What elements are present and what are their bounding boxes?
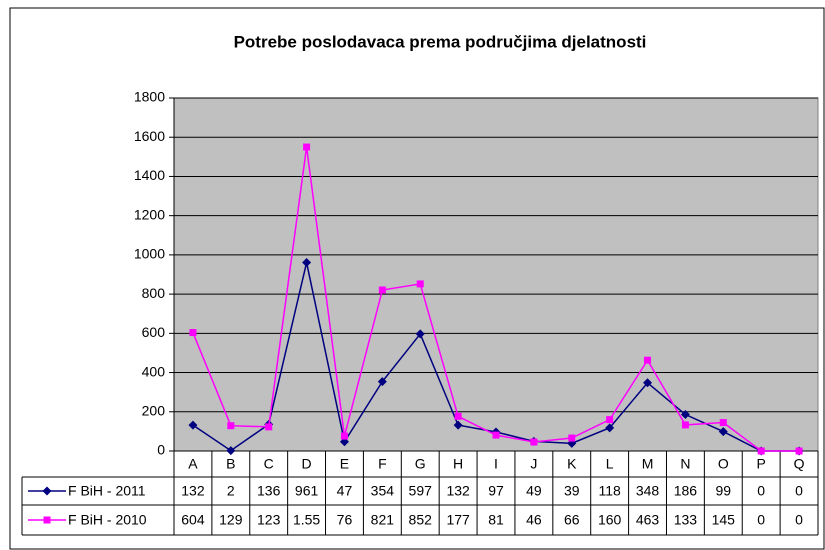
- x-tick-label: H: [453, 456, 463, 472]
- table-cell: 597: [409, 483, 433, 499]
- legend-marker: [43, 516, 51, 524]
- marker: [454, 412, 462, 420]
- marker: [226, 446, 236, 456]
- marker: [606, 416, 614, 424]
- marker: [681, 421, 689, 429]
- table-cell: 49: [526, 483, 542, 499]
- table-cell: 852: [409, 512, 433, 528]
- marker: [378, 286, 386, 294]
- table-cell: 76: [337, 512, 353, 528]
- y-tick-label: 1200: [134, 206, 165, 222]
- y-tick-label: 600: [142, 324, 166, 340]
- marker: [302, 258, 312, 268]
- marker: [377, 377, 387, 387]
- x-tick-label: F: [378, 456, 387, 472]
- y-tick-label: 400: [142, 363, 166, 379]
- table-cell: 186: [674, 483, 698, 499]
- table-cell: 0: [757, 483, 765, 499]
- table-cell: 145: [712, 512, 736, 528]
- marker: [644, 356, 652, 364]
- table-cell: 133: [674, 512, 698, 528]
- x-tick-label: E: [340, 456, 349, 472]
- x-tick-label: B: [226, 456, 235, 472]
- table-cell: 821: [371, 512, 395, 528]
- table-cell: 47: [337, 483, 353, 499]
- table-cell: 129: [219, 512, 243, 528]
- x-tick-label: N: [680, 456, 690, 472]
- marker: [303, 143, 311, 151]
- marker: [492, 431, 500, 439]
- x-tick-label: Q: [794, 456, 805, 472]
- y-tick-label: 1600: [134, 128, 165, 144]
- table-cell: 961: [295, 483, 319, 499]
- marker: [416, 280, 424, 288]
- table-cell: 177: [446, 512, 470, 528]
- y-tick-label: 1000: [134, 246, 165, 262]
- table-cell: 39: [564, 483, 580, 499]
- table-cell: 132: [181, 483, 205, 499]
- table-cell: 132: [446, 483, 470, 499]
- marker: [795, 447, 803, 455]
- table-cell: 97: [488, 483, 504, 499]
- y-tick-label: 0: [157, 442, 165, 458]
- table-cell: 81: [488, 512, 504, 528]
- table-cell: 123: [257, 512, 281, 528]
- x-tick-label: C: [264, 456, 274, 472]
- marker: [415, 329, 425, 339]
- table-cell: 354: [371, 483, 395, 499]
- marker: [757, 447, 765, 455]
- x-tick-label: D: [302, 456, 312, 472]
- x-tick-label: I: [494, 456, 498, 472]
- x-tick-label: J: [530, 456, 537, 472]
- marker: [340, 432, 348, 440]
- table-cell: 99: [716, 483, 732, 499]
- marker: [719, 419, 727, 427]
- legend-marker: [42, 486, 52, 496]
- table-cell: 604: [181, 512, 205, 528]
- x-tick-label: A: [188, 456, 198, 472]
- x-tick-label: L: [606, 456, 614, 472]
- x-tick-label: P: [757, 456, 766, 472]
- table-cell: 0: [795, 512, 803, 528]
- chart-title: Potrebe poslodavaca prema područjima dje…: [234, 32, 647, 51]
- table-cell: 0: [757, 512, 765, 528]
- plot-area: [173, 97, 819, 452]
- marker: [227, 422, 235, 430]
- table-cell: 46: [526, 512, 542, 528]
- table-cell: 2: [227, 483, 235, 499]
- table-cell: 66: [564, 512, 580, 528]
- table-cell: 348: [636, 483, 660, 499]
- marker: [188, 420, 198, 430]
- marker: [643, 378, 653, 388]
- x-tick-label: O: [718, 456, 729, 472]
- x-tick-label: G: [415, 456, 426, 472]
- x-tick-label: M: [642, 456, 654, 472]
- marker: [530, 438, 538, 446]
- table-cell: 463: [636, 512, 660, 528]
- legend-label: F BiH - 2011: [68, 483, 146, 499]
- marker: [605, 423, 615, 433]
- table-cell: 1.55: [293, 512, 320, 528]
- table-cell: 160: [598, 512, 622, 528]
- table-cell: 118: [598, 483, 621, 499]
- table-cell: 136: [257, 483, 281, 499]
- legend-label: F BiH - 2010: [68, 512, 147, 528]
- y-tick-label: 1400: [134, 167, 165, 183]
- marker: [718, 427, 728, 437]
- marker: [680, 410, 690, 420]
- y-tick-label: 800: [142, 285, 166, 301]
- table-cell: 0: [795, 483, 803, 499]
- marker: [265, 423, 273, 431]
- x-tick-label: K: [567, 456, 577, 472]
- marker: [568, 434, 576, 442]
- y-tick-label: 200: [142, 402, 166, 418]
- y-tick-label: 1800: [134, 89, 165, 105]
- marker: [453, 420, 463, 430]
- marker: [189, 329, 197, 337]
